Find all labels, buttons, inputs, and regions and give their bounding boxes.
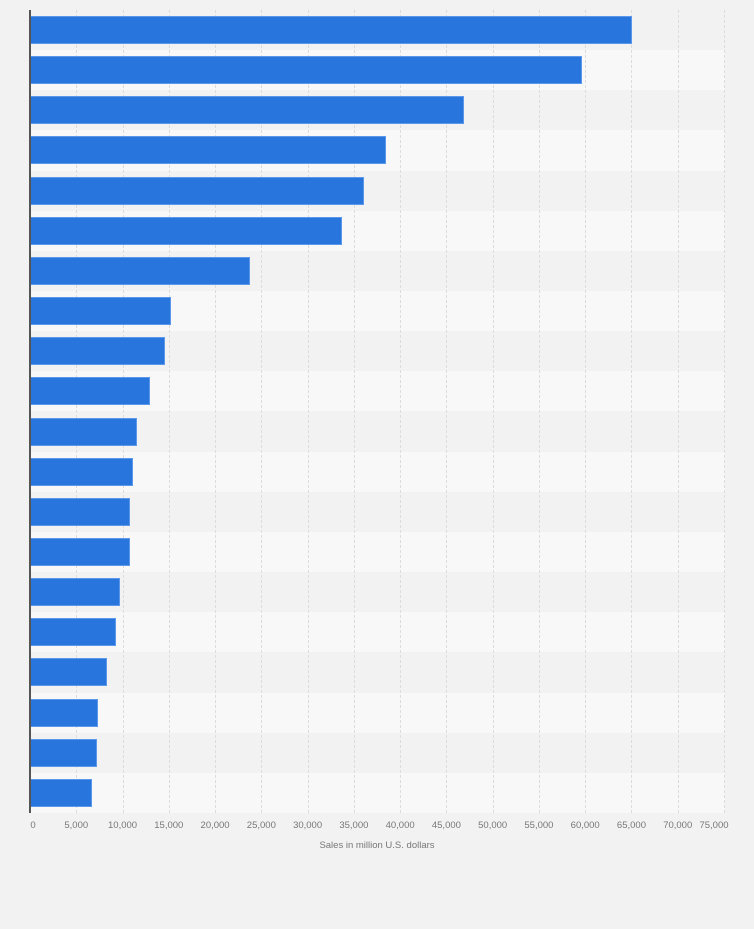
- x-tick-label: 30,000: [293, 820, 323, 831]
- bar[interactable]: [30, 578, 120, 607]
- gridline: [122, 10, 124, 813]
- bar[interactable]: [30, 16, 633, 44]
- x-tick-label: 25,000: [246, 820, 276, 831]
- gridline: [446, 10, 448, 813]
- x-tick-label: 65,000: [616, 820, 646, 831]
- bar[interactable]: [30, 377, 151, 406]
- bar[interactable]: [30, 136, 387, 165]
- bar[interactable]: [30, 96, 464, 125]
- row-band: [30, 612, 725, 653]
- row-band: [30, 531, 725, 573]
- row-band: [30, 692, 725, 733]
- gridline: [76, 10, 78, 813]
- row-band: [30, 772, 725, 813]
- x-tick-label: 20,000: [200, 820, 230, 831]
- x-tick-label: 5,000: [64, 820, 89, 831]
- gridline: [215, 10, 217, 813]
- bar[interactable]: [30, 497, 130, 526]
- y-axis-line: [29, 10, 31, 813]
- gridline: [631, 10, 633, 813]
- x-tick-label: 15,000: [154, 820, 184, 831]
- row-band: [30, 732, 725, 773]
- x-tick-label: 45,000: [431, 820, 461, 831]
- bar[interactable]: [30, 618, 117, 647]
- bar[interactable]: [30, 457, 133, 486]
- bar[interactable]: [30, 417, 138, 446]
- x-axis-label: Sales in million U.S. dollars: [319, 840, 435, 851]
- gridline: [168, 10, 170, 813]
- bar[interactable]: [30, 256, 251, 285]
- bar[interactable]: [30, 537, 130, 566]
- bar[interactable]: [30, 337, 166, 366]
- row-band: [30, 451, 725, 492]
- gridline: [538, 10, 540, 813]
- gridline: [724, 10, 725, 813]
- gridline: [261, 10, 263, 813]
- gridline: [677, 10, 679, 813]
- x-tick-label: 50,000: [478, 820, 508, 831]
- row-band: [30, 572, 725, 613]
- gridline: [585, 10, 587, 813]
- gridline: [492, 10, 494, 813]
- bar[interactable]: [30, 216, 342, 245]
- x-tick-label: 0: [30, 820, 36, 831]
- bar[interactable]: [30, 658, 107, 687]
- x-tick-label: 60,000: [570, 820, 600, 831]
- x-tick-label: 35,000: [339, 820, 369, 831]
- bar[interactable]: [30, 56, 583, 85]
- plot-area: [30, 10, 725, 813]
- bar[interactable]: [30, 698, 98, 727]
- bar[interactable]: [30, 176, 365, 205]
- x-tick-label: 40,000: [385, 820, 415, 831]
- x-tick-label: 55,000: [524, 820, 554, 831]
- x-tick-label: 70,000: [663, 820, 693, 831]
- row-band: [30, 491, 725, 532]
- x-tick-label: 75,000: [699, 820, 729, 831]
- row-band: [30, 411, 725, 452]
- x-tick-label: 10,000: [108, 820, 138, 831]
- bar[interactable]: [30, 738, 97, 767]
- gridline: [307, 10, 309, 813]
- gridline: [400, 10, 402, 813]
- gridline: [353, 10, 355, 813]
- bar[interactable]: [30, 778, 92, 807]
- bar[interactable]: [30, 297, 171, 326]
- row-band: [30, 652, 725, 693]
